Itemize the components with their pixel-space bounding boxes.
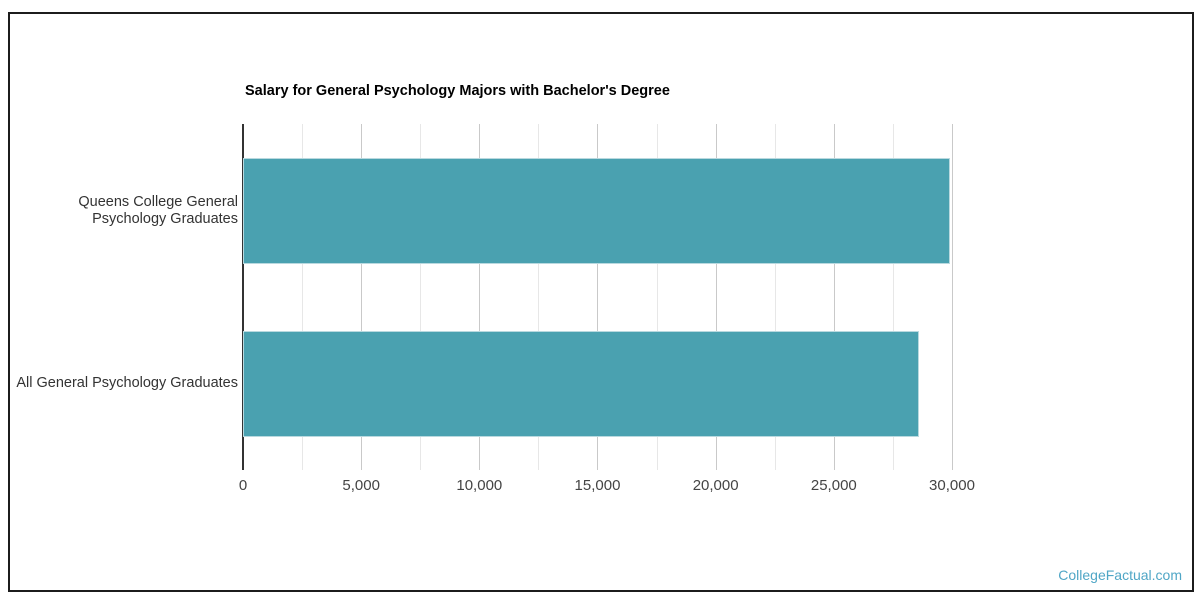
x-tick-label: 15,000 bbox=[574, 477, 621, 494]
category-label-0: Queens College General Psychology Graduat… bbox=[6, 124, 238, 297]
y-axis-baseline bbox=[242, 124, 244, 470]
x-gridline bbox=[597, 124, 599, 470]
bar-0[interactable] bbox=[243, 157, 950, 264]
x-tick-label: 0 bbox=[238, 477, 248, 494]
x-tick-label: 5,000 bbox=[342, 477, 380, 494]
x-gridline bbox=[951, 124, 953, 470]
x-gridline bbox=[361, 124, 363, 470]
bar-1[interactable] bbox=[243, 330, 919, 437]
x-tick-label: 30,000 bbox=[929, 477, 975, 494]
chart-frame-border bbox=[8, 12, 1194, 592]
x-gridline bbox=[479, 124, 481, 470]
x-gridline bbox=[774, 124, 776, 470]
chart-title: Salary for General Psychology Majors wit… bbox=[245, 83, 670, 99]
x-gridline bbox=[715, 124, 717, 470]
plot-area bbox=[242, 124, 980, 470]
x-gridline bbox=[538, 124, 540, 470]
x-gridline bbox=[302, 124, 304, 470]
x-tick-label: 20,000 bbox=[692, 477, 739, 494]
category-label-line: All General Psychology Graduates bbox=[16, 375, 238, 391]
x-gridline bbox=[892, 124, 894, 470]
category-label-1: All General Psychology Graduates bbox=[6, 297, 238, 470]
x-tick-label: 25,000 bbox=[810, 477, 857, 494]
x-tick-label: 10,000 bbox=[456, 477, 503, 494]
category-label-line: Psychology Graduates bbox=[92, 210, 238, 227]
category-label-line: Queens College General bbox=[78, 193, 238, 210]
x-gridline bbox=[420, 124, 422, 470]
x-gridline bbox=[833, 124, 835, 470]
x-gridline bbox=[656, 124, 658, 470]
collegefactual-watermark-link[interactable]: CollegeFactual.com bbox=[1058, 567, 1182, 583]
